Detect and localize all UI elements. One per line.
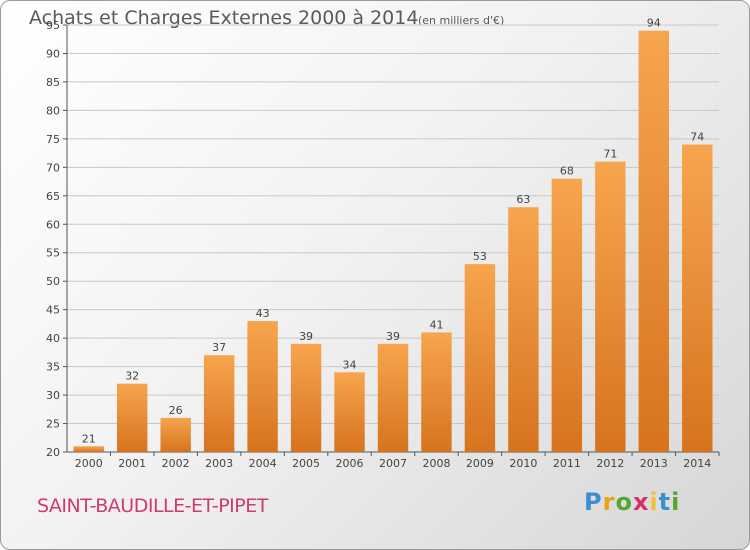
y-tick-label: 45 bbox=[46, 304, 60, 317]
commune-name: SAINT-BAUDILLE-ET-PIPET bbox=[37, 495, 268, 517]
data-label: 34 bbox=[343, 358, 357, 371]
y-tick-label: 75 bbox=[46, 133, 60, 146]
x-tick-label: 2010 bbox=[509, 457, 537, 470]
bar bbox=[73, 446, 104, 452]
y-tick-label: 40 bbox=[46, 332, 60, 345]
y-tick-label: 95 bbox=[46, 19, 60, 32]
x-tick-label: 2009 bbox=[466, 457, 494, 470]
data-label: 43 bbox=[256, 307, 270, 320]
bar bbox=[551, 178, 583, 452]
data-label: 53 bbox=[473, 250, 487, 263]
y-tick-label: 90 bbox=[46, 47, 60, 60]
data-label: 39 bbox=[386, 330, 400, 343]
chart-title: Achats et Charges Externes 2000 à 2014 bbox=[29, 7, 419, 29]
data-label: 32 bbox=[125, 370, 139, 383]
bar bbox=[464, 264, 496, 452]
x-tick-label: 2006 bbox=[336, 457, 364, 470]
x-tick-label: 2008 bbox=[422, 457, 450, 470]
x-tick-label: 2011 bbox=[553, 457, 581, 470]
x-tick-label: 2014 bbox=[683, 457, 711, 470]
bar bbox=[203, 355, 235, 452]
data-label: 68 bbox=[560, 165, 574, 178]
bar bbox=[595, 161, 626, 452]
bar bbox=[682, 144, 713, 452]
y-tick-label: 50 bbox=[46, 275, 60, 288]
bar bbox=[421, 332, 452, 452]
data-label: 94 bbox=[647, 17, 661, 30]
bar bbox=[290, 343, 322, 452]
y-tick-label: 35 bbox=[46, 361, 60, 374]
x-tick-label: 2000 bbox=[75, 457, 103, 470]
y-tick-label: 20 bbox=[46, 446, 60, 459]
x-tick-label: 2012 bbox=[596, 457, 624, 470]
data-label: 26 bbox=[169, 404, 183, 417]
logo-letter: x bbox=[632, 488, 650, 516]
x-tick-label: 2005 bbox=[292, 457, 320, 470]
data-label: 74 bbox=[690, 131, 704, 144]
logo-letter: t bbox=[658, 488, 672, 516]
logo-letter: i bbox=[671, 488, 681, 516]
x-tick-label: 2002 bbox=[162, 457, 190, 470]
x-tick-label: 2004 bbox=[249, 457, 277, 470]
bar bbox=[247, 321, 278, 452]
data-label: 41 bbox=[429, 318, 443, 331]
bar bbox=[334, 372, 365, 452]
data-label: 63 bbox=[516, 193, 530, 206]
y-tick-label: 25 bbox=[46, 418, 60, 431]
x-tick-label: 2003 bbox=[205, 457, 233, 470]
y-tick-label: 65 bbox=[46, 190, 60, 203]
x-tick-label: 2007 bbox=[379, 457, 407, 470]
y-tick-label: 60 bbox=[46, 218, 60, 231]
y-tick-label: 85 bbox=[46, 76, 60, 89]
logo-letter: i bbox=[649, 488, 659, 516]
x-tick-label: 2001 bbox=[118, 457, 146, 470]
y-tick-label: 30 bbox=[46, 389, 60, 402]
logo-letter: o bbox=[615, 488, 633, 516]
logo-letter: P bbox=[584, 488, 603, 516]
data-label: 21 bbox=[82, 432, 96, 445]
data-label: 71 bbox=[603, 148, 617, 161]
data-label: 37 bbox=[212, 341, 226, 354]
bar bbox=[160, 417, 191, 452]
bar bbox=[508, 207, 539, 452]
chart-subtitle: (en milliers d'€) bbox=[418, 14, 505, 27]
y-tick-label: 80 bbox=[46, 104, 60, 117]
proxiti-logo[interactable]: Proxiti bbox=[584, 488, 680, 516]
logo-letter: r bbox=[602, 488, 616, 516]
bar bbox=[377, 343, 409, 452]
bar bbox=[638, 30, 670, 453]
data-label: 39 bbox=[299, 330, 313, 343]
x-tick-label: 2013 bbox=[640, 457, 668, 470]
y-tick-label: 70 bbox=[46, 161, 60, 174]
bar bbox=[116, 383, 148, 452]
y-tick-label: 55 bbox=[46, 247, 60, 260]
